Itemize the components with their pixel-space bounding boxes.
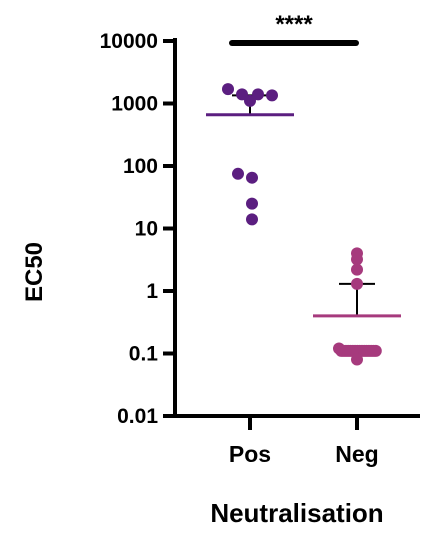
y-tick-label: 1000 (111, 93, 158, 116)
significance-annotation: **** (229, 11, 359, 46)
data-point-neg (351, 253, 363, 266)
y-tick-label: 10000 (100, 30, 158, 53)
data-point-pos (246, 213, 258, 226)
axes (173, 38, 420, 418)
y-tick-label: 10 (135, 218, 158, 241)
y-axis-title: EC50 (21, 242, 48, 302)
data-point-pos (266, 89, 278, 102)
x-tick-label: Neg (335, 441, 378, 467)
data-point-pos (222, 83, 234, 96)
y-tick-label: 1 (146, 280, 158, 303)
data-point-neg (351, 263, 363, 276)
data-point-pos (246, 197, 258, 210)
data-point-pos (252, 88, 264, 101)
y-tick-label: 0.1 (129, 343, 159, 366)
data-point-pos (232, 167, 244, 180)
x-ticks: Pos Neg (229, 416, 379, 467)
x-axis-title: Neutralisation (210, 498, 383, 528)
y-ticks: 10000 1000 100 10 1 0.1 0.01 (100, 30, 175, 428)
data-marks (206, 83, 401, 366)
x-tick-label: Pos (229, 441, 271, 467)
data-point-pos (244, 94, 256, 107)
significance-stars: **** (275, 11, 313, 38)
y-tick-label: 0.01 (117, 405, 158, 428)
y-tick-label: 100 (123, 155, 158, 178)
data-point-neg (369, 344, 382, 357)
data-point-pos (236, 88, 248, 101)
data-point-pos (246, 171, 258, 184)
data-point-neg (351, 353, 363, 366)
data-point-neg (351, 277, 363, 290)
